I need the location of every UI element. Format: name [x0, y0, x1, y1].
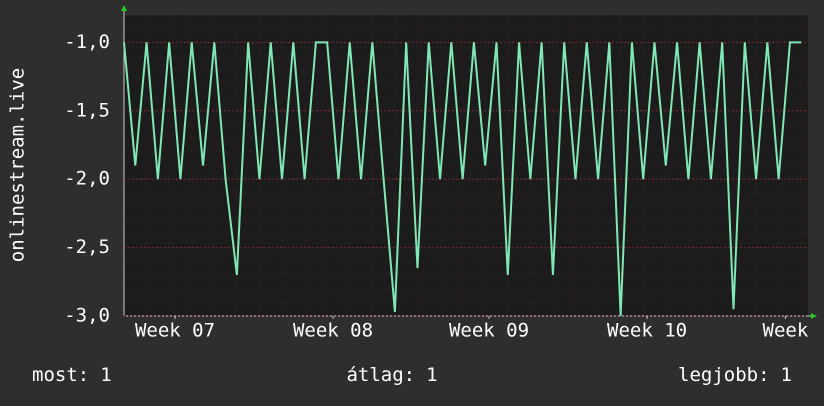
stat-value: 1	[100, 364, 111, 386]
x-tick-label: Week 07	[135, 320, 215, 342]
y-tick-label: -2,5	[64, 236, 110, 258]
stat: legjobb: 1	[678, 364, 792, 386]
minor-grid	[124, 15, 808, 316]
y-tick-label: -2,0	[64, 168, 110, 190]
x-tick-label: Week 09	[449, 320, 529, 342]
data-line	[123, 41, 802, 317]
y-tick-label: -1,5	[64, 99, 110, 121]
y-tick-label: -1,0	[64, 31, 110, 53]
stat-label: átlag:	[346, 364, 415, 386]
x-tick-label: Week 08	[293, 320, 373, 342]
stat-label: most:	[32, 364, 89, 386]
stat: most: 1	[32, 364, 112, 386]
stat-value: 1	[426, 364, 437, 386]
x-tick-label: Week	[763, 320, 809, 342]
y-tick-label: -3,0	[64, 305, 110, 327]
stat-label: legjobb:	[678, 364, 770, 386]
stat-value: 1	[781, 364, 792, 386]
y-axis-label: onlinestream.live	[7, 68, 29, 262]
stat: átlag: 1	[346, 364, 437, 386]
x-tick-label: Week 10	[607, 320, 687, 342]
